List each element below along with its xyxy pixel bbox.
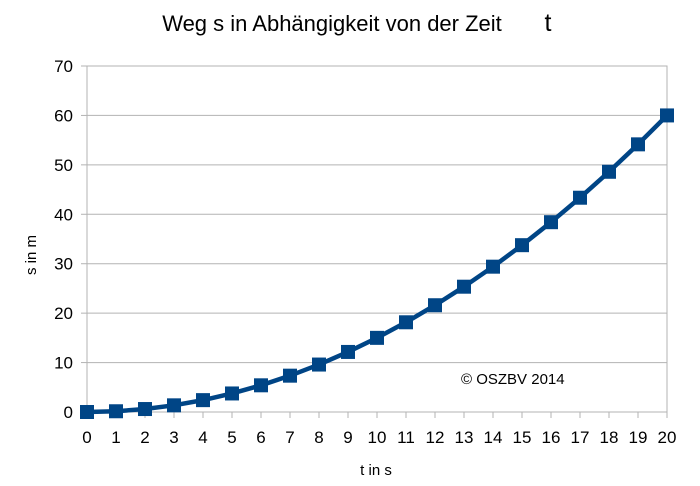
data-point-0-13	[457, 279, 471, 294]
x-tick-label-4: 4	[198, 428, 207, 447]
data-point-0-11	[399, 315, 413, 330]
chart-title-variable: t	[545, 9, 552, 37]
x-tick-label-10: 10	[368, 428, 387, 447]
x-tick-label-17: 17	[571, 428, 590, 447]
x-tick-label-1: 1	[111, 428, 120, 447]
chart-title: Weg s in Abhängigkeit von der Zeit	[162, 11, 502, 36]
y-tick-label-2: 20	[54, 304, 73, 323]
data-point-0-19	[631, 137, 645, 152]
data-point-0-5	[225, 386, 239, 401]
x-tick-label-14: 14	[484, 428, 503, 447]
x-tick-label-13: 13	[455, 428, 474, 447]
x-tick-label-19: 19	[629, 428, 648, 447]
x-tick-label-9: 9	[343, 428, 352, 447]
data-point-0-1	[109, 404, 123, 419]
copyright-annotation: © OSZBV 2014	[461, 371, 565, 388]
data-point-0-10	[370, 330, 384, 345]
x-axis-title: t in s	[360, 462, 392, 479]
x-tick-label-8: 8	[314, 428, 323, 447]
data-point-0-8	[312, 357, 326, 372]
data-point-0-17	[573, 190, 587, 205]
data-point-0-3	[167, 398, 181, 413]
x-tick-label-2: 2	[140, 428, 149, 447]
x-tick-label-5: 5	[227, 428, 236, 447]
data-point-0-12	[428, 298, 442, 313]
data-point-0-0	[80, 405, 94, 419]
y-tick-label-3: 30	[54, 255, 73, 274]
data-point-0-2	[138, 402, 152, 417]
x-tick-label-18: 18	[600, 428, 619, 447]
y-axis-title: s in m	[23, 235, 40, 275]
data-point-0-6	[254, 378, 268, 393]
x-tick-label-11: 11	[397, 428, 415, 447]
data-point-0-14	[486, 259, 500, 274]
data-point-0-18	[602, 164, 616, 179]
y-tick-label-1: 10	[54, 354, 73, 373]
data-markers	[80, 108, 674, 419]
x-axis-ticks: 0 1 2 3 4 5 6 7 8 9 10 11 12 13 14 15 16 17 18 19 20	[82, 412, 676, 447]
x-tick-label-20: 20	[658, 428, 677, 447]
y-tick-label-6: 60	[54, 106, 73, 125]
data-point-0-9	[341, 344, 355, 359]
x-tick-label-3: 3	[169, 428, 178, 447]
x-tick-label-16: 16	[542, 428, 561, 447]
x-tick-label-15: 15	[513, 428, 532, 447]
data-point-0-15	[515, 238, 529, 253]
x-tick-label-12: 12	[426, 428, 445, 447]
data-point-0-16	[544, 215, 558, 230]
y-tick-label-7: 70	[54, 57, 73, 76]
y-tick-label-0: 0	[64, 403, 73, 422]
data-point-0-20	[660, 108, 674, 123]
y-tick-label-5: 50	[54, 156, 73, 175]
x-tick-label-0: 0	[82, 428, 91, 447]
data-point-0-4	[196, 393, 210, 408]
y-tick-label-4: 40	[54, 205, 73, 224]
data-point-0-7	[283, 368, 297, 383]
x-tick-label-7: 7	[285, 428, 294, 447]
x-tick-label-6: 6	[256, 428, 265, 447]
